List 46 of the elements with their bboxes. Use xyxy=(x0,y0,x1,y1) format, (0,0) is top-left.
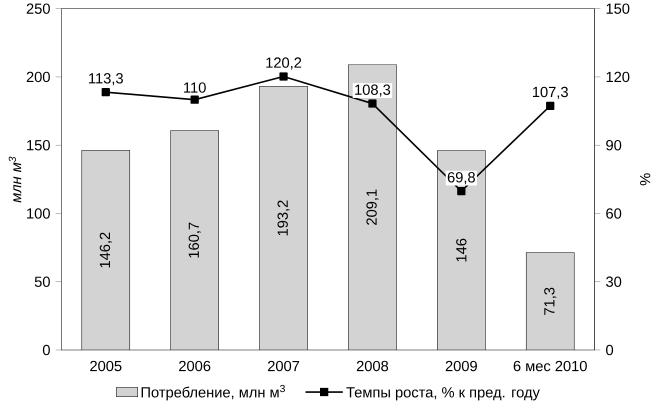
data-label: 108,3 xyxy=(355,84,390,97)
y-tick-label: 0 xyxy=(42,344,50,356)
y-tick-label: 200 xyxy=(26,72,50,82)
data-label: 146 xyxy=(456,238,467,262)
data-label: 209,1 xyxy=(366,190,379,225)
y2-tick-label: 120 xyxy=(606,72,630,82)
x-tick-label: 2005 xyxy=(90,360,122,372)
bar xyxy=(437,150,486,350)
y-tick-label: 250 xyxy=(26,3,50,14)
y2-tick-label: 150 xyxy=(606,3,630,14)
x-tick-label: 2006 xyxy=(179,360,210,372)
point xyxy=(457,187,466,196)
data-label: 107,3 xyxy=(532,86,568,99)
x-tick-label: 2008 xyxy=(356,360,388,372)
bar xyxy=(170,130,219,350)
bar xyxy=(526,252,574,350)
data-label: 160,7 xyxy=(188,222,201,258)
bar xyxy=(259,86,308,350)
y2-tick-label: 60 xyxy=(606,208,622,219)
legend-label: Темпы роста, % к пред. году xyxy=(346,387,540,400)
x-tick-label: 2007 xyxy=(268,360,300,372)
point xyxy=(190,96,199,104)
y-axis-title: млн м$^{3}$ xyxy=(8,156,22,203)
data-label: 146,2 xyxy=(100,232,112,268)
y2-axis-title: % xyxy=(640,173,650,186)
y2-tick-label: 90 xyxy=(606,140,622,150)
legend-label: Потребление, млн м$^{3}$ xyxy=(142,384,285,400)
y-tick-label: 150 xyxy=(27,140,50,150)
y2-tick-label: 0 xyxy=(606,344,614,356)
data-label: 113,3 xyxy=(89,73,123,86)
point xyxy=(546,102,554,110)
data-label: 69,8 xyxy=(448,172,475,184)
bar xyxy=(82,150,130,350)
y2-tick-label: 30 xyxy=(606,276,622,287)
y-tick-label: 50 xyxy=(34,276,50,287)
x-tick-label: 2009 xyxy=(446,360,477,372)
data-label: 193,2 xyxy=(278,200,290,236)
data-label: 71,3 xyxy=(544,288,556,315)
x-tick-label: 6 мес 2010 xyxy=(514,360,587,372)
point xyxy=(279,72,288,81)
point xyxy=(368,99,377,108)
data-label: 120,2 xyxy=(266,57,302,70)
bar xyxy=(348,64,397,350)
data-label: 110 xyxy=(184,82,206,93)
y-tick-label: 100 xyxy=(27,208,50,219)
point xyxy=(102,88,110,96)
